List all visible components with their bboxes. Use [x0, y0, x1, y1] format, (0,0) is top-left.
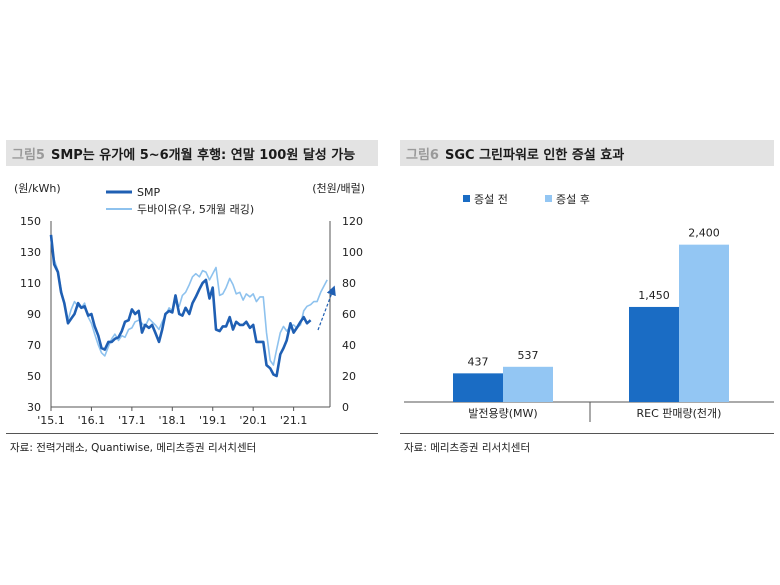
x-tick-label: '19.1 — [199, 414, 227, 427]
right-bottom-rule — [400, 433, 774, 434]
legend-label-dubai: 두바이유(우, 5개월 래깅) — [137, 203, 254, 216]
right-y-tick-label: 120 — [342, 215, 363, 228]
bar-category-label: REC 판매량(천개) — [637, 406, 722, 420]
right-figure-label: 그림6 — [406, 147, 439, 163]
trend-arrow-annotation — [317, 285, 336, 331]
legend-label-smp: SMP — [137, 186, 160, 199]
bar-after-0 — [503, 366, 553, 402]
bar-after-1 — [679, 244, 729, 402]
bar-before-1 — [629, 306, 679, 402]
bar-value-label: 537 — [518, 349, 539, 362]
right-source-note: 자료: 메리츠증권 리서치센터 — [404, 442, 531, 454]
right-y-tick-label: 60 — [342, 308, 356, 321]
x-tick-label: '18.1 — [159, 414, 187, 427]
left-source-note: 자료: 전력거래소, Quantiwise, 메리츠증권 리서치센터 — [10, 442, 257, 454]
right-figure-title: SGC 그린파워로 인한 증설 효과 — [444, 147, 625, 163]
left-figure: 그림5 SMP는 유가에 5~6개월 후행: 연말 100원 달성 가능 — [6, 140, 378, 166]
x-tick-label: '17.1 — [118, 414, 146, 427]
right-y-axis-label: (천원/배럴) — [312, 181, 365, 195]
bar-value-label: 437 — [468, 355, 489, 368]
legend-label-after: 증설 후 — [556, 193, 590, 206]
left-y-tick-label: 70 — [27, 339, 41, 352]
left-bottom-rule — [6, 433, 378, 434]
right-figure: 그림6 SGC 그린파워로 인한 증설 효과 — [400, 140, 774, 166]
left-y-axis-label: (원/kWh) — [14, 182, 61, 195]
left-y-tick-label: 30 — [27, 401, 41, 414]
right-y-tick-label: 20 — [342, 370, 356, 383]
right-y-tick-label: 0 — [342, 401, 349, 414]
left-y-tick-label: 50 — [27, 370, 41, 383]
left-title-bar: 그림5 SMP는 유가에 5~6개월 후행: 연말 100원 달성 가능 — [6, 140, 378, 166]
bar-value-label: 2,400 — [688, 227, 720, 240]
left-y-tick-label: 110 — [20, 277, 41, 290]
left-y-tick-label: 90 — [27, 308, 41, 321]
x-tick-label: '20.1 — [239, 414, 267, 427]
bar-before-0 — [453, 373, 503, 402]
left-y-tick-label: 130 — [20, 246, 41, 259]
bar-chart-legend: 증설 전 증설 후 — [463, 193, 590, 206]
right-title-bar: 그림6 SGC 그린파워로 인한 증설 효과 — [400, 140, 774, 166]
legend-label-before: 증설 전 — [474, 193, 508, 206]
line-chart-legend: SMP 두바이유(우, 5개월 래깅) — [106, 186, 254, 216]
left-y-tick-label: 150 — [20, 215, 41, 228]
left-figure-label: 그림5 — [12, 147, 45, 163]
right-y-tick-label: 100 — [342, 246, 363, 259]
bar-category-label: 발전용량(MW) — [468, 407, 537, 420]
x-tick-label: '15.1 — [37, 414, 65, 427]
smp-series-line — [49, 234, 312, 378]
right-y-tick-label: 40 — [342, 339, 356, 352]
dubai-series-line — [50, 239, 328, 366]
left-figure-title: SMP는 유가에 5~6개월 후행: 연말 100원 달성 가능 — [50, 147, 356, 163]
bar-value-label: 1,450 — [638, 289, 670, 302]
legend-swatch-after — [545, 195, 552, 202]
x-tick-label: '16.1 — [78, 414, 106, 427]
legend-swatch-before — [463, 195, 470, 202]
right-y-tick-label: 80 — [342, 277, 356, 290]
x-tick-label: '21.1 — [280, 414, 308, 427]
